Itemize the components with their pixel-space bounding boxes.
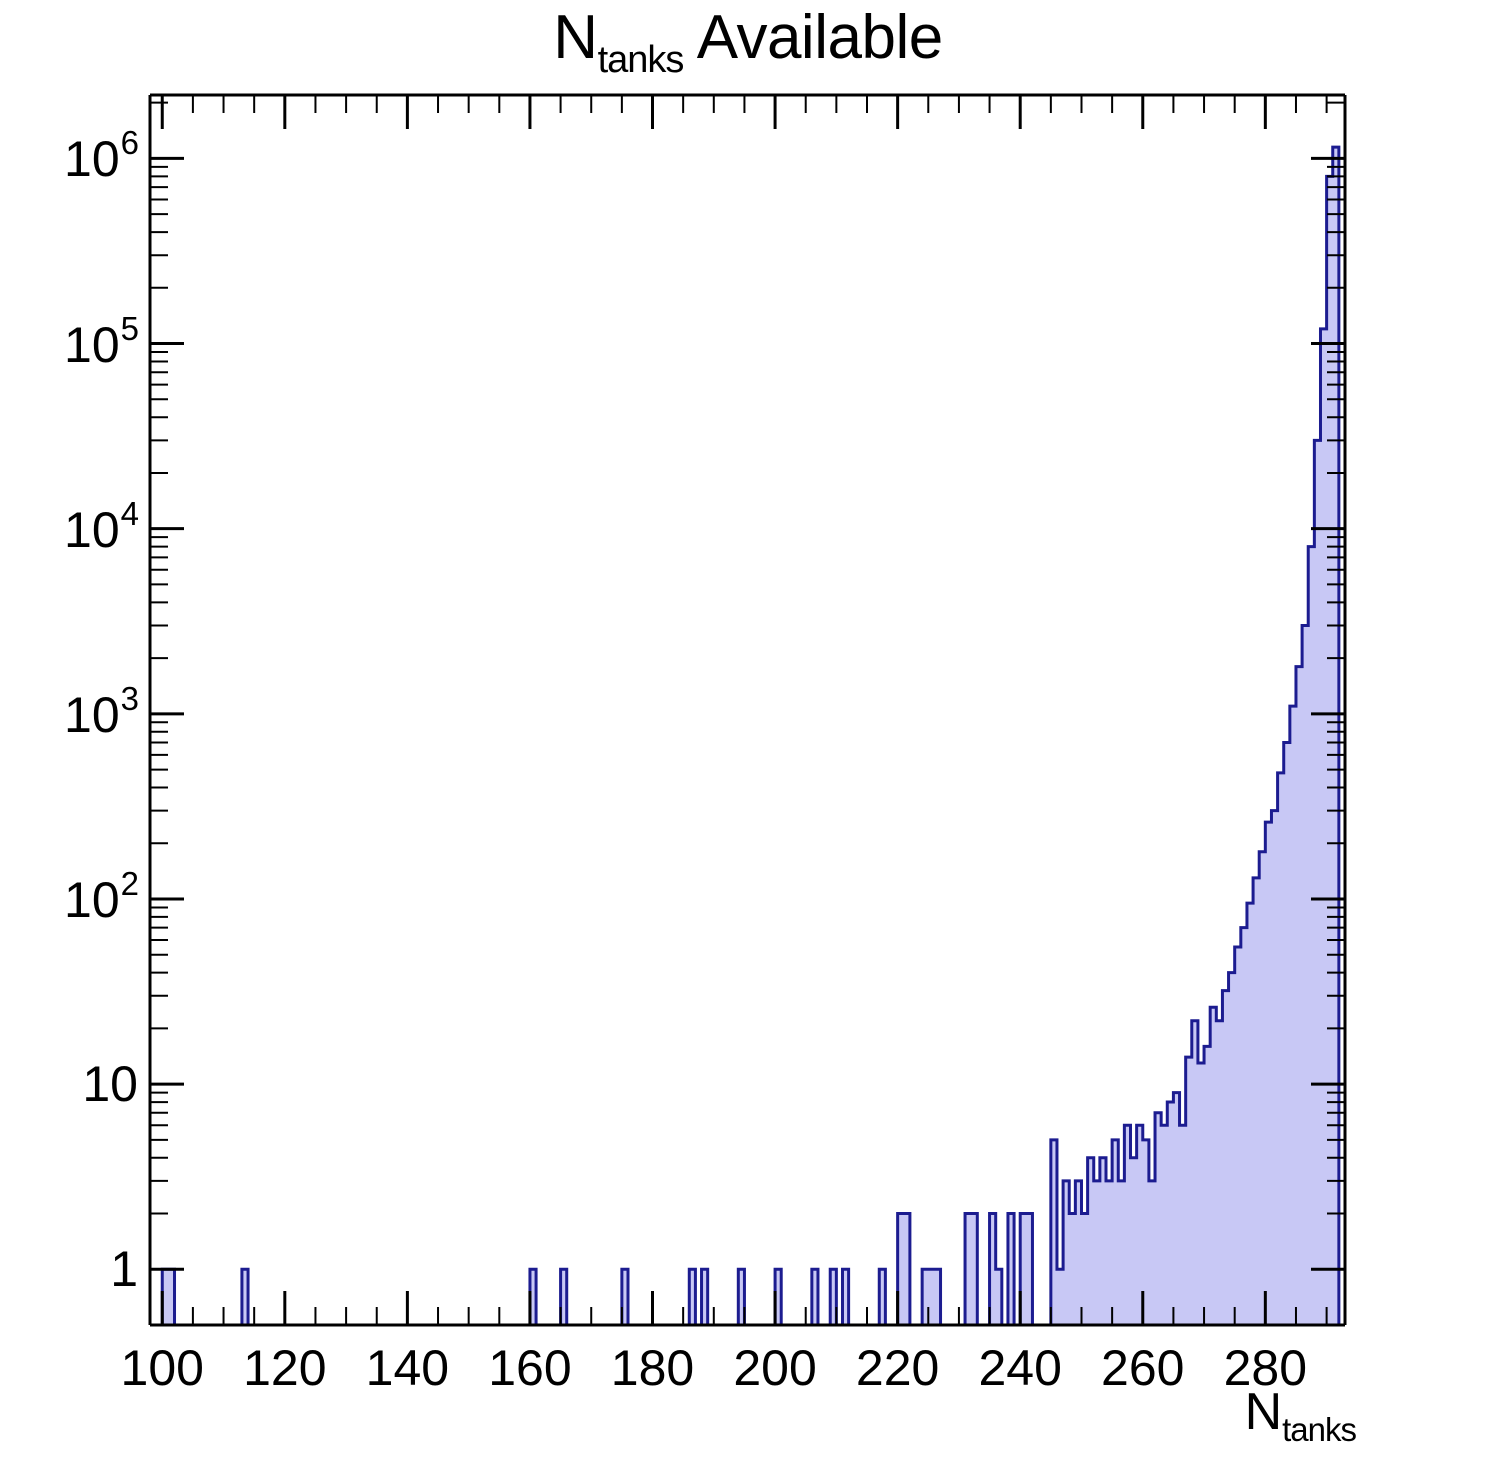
histogram-bin-run <box>1006 1212 1016 1327</box>
histogram-series <box>160 145 1341 1327</box>
x-tick-label: 200 <box>733 1340 817 1396</box>
x-axis-title: Ntanks <box>1244 1382 1357 1448</box>
histogram-bin-run <box>687 1267 697 1327</box>
chart-title: Ntanks Available <box>0 2 1496 81</box>
x-tick-label: 280 <box>1223 1340 1308 1396</box>
y-tick-label: 102 <box>64 865 139 928</box>
y-tick-label: 10 <box>82 1056 138 1113</box>
y-tick-label: 104 <box>64 494 139 558</box>
x-tick-label: 160 <box>488 1340 572 1396</box>
x-tick-label: 180 <box>610 1340 695 1396</box>
histogram-bin-run <box>840 1267 851 1327</box>
x-axis-title-subscript: tanks <box>1282 1411 1357 1448</box>
y-tick-label: 105 <box>64 309 139 373</box>
tick-marks-group <box>150 95 1345 1325</box>
histogram-bin-run <box>700 1267 710 1327</box>
chart-title-main: N <box>553 3 598 72</box>
x-tick-label: 100 <box>120 1340 204 1396</box>
x-tick-label: 140 <box>365 1340 450 1396</box>
histogram-bin-run <box>988 1212 1004 1327</box>
y-tick-label: 103 <box>64 680 139 743</box>
histogram-bin-run <box>810 1267 820 1327</box>
histogram-bin-run <box>877 1267 887 1327</box>
histogram-bin-run <box>240 1267 250 1327</box>
x-tick-label: 240 <box>978 1340 1062 1396</box>
chart-title-rest: Available <box>683 3 944 72</box>
x-axis-title-main: N <box>1244 1383 1283 1441</box>
y-tick-label: 1 <box>110 1241 138 1298</box>
histogram-bin-run <box>920 1267 943 1327</box>
histogram-bin-run <box>1018 1212 1034 1327</box>
chart-title-subscript: tanks <box>597 39 685 81</box>
histogram-bin-run <box>896 1212 912 1327</box>
axes-group <box>148 93 1347 1327</box>
x-tick-label: 120 <box>243 1340 327 1396</box>
histogram-bin-run <box>160 1267 177 1327</box>
histogram-bin-run <box>1049 145 1341 1327</box>
x-tick-label: 260 <box>1101 1340 1185 1396</box>
y-tick-label: 106 <box>64 124 139 188</box>
histogram-bin-run <box>963 1212 979 1327</box>
x-tick-label: 220 <box>855 1340 940 1396</box>
